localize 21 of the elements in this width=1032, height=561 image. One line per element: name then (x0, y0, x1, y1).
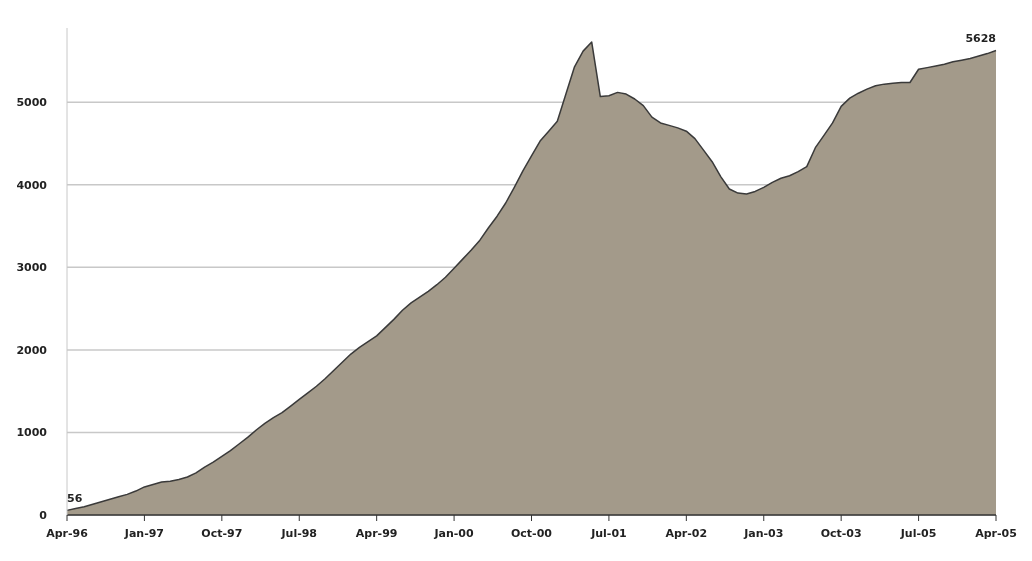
data-label: 56 (67, 492, 83, 506)
y-tick-label: 4000 (16, 178, 48, 192)
x-tick-label: Jul-01 (590, 527, 627, 540)
x-tick-label: Jan-03 (743, 527, 784, 540)
x-tick-label: Apr-02 (665, 527, 708, 540)
y-tick-label: 5000 (16, 96, 48, 110)
x-tick-label: Oct-03 (820, 527, 862, 540)
x-tick-label: Jan-00 (433, 527, 475, 540)
x-tick-label: Jan-97 (123, 527, 165, 540)
x-tick-label: Jul-98 (280, 527, 318, 540)
y-tick-label: 0 (39, 508, 48, 522)
x-tick-label: Apr-96 (46, 527, 89, 540)
x-tick-label: Oct-00 (510, 527, 553, 540)
x-tick-label: Apr-05 (975, 527, 1017, 540)
x-tick-label: Jul-05 (899, 527, 937, 540)
y-tick-label: 3000 (16, 261, 48, 275)
x-tick-label: Oct-97 (201, 527, 243, 540)
y-tick-label: 1000 (16, 426, 48, 440)
x-tick-label: Apr-99 (355, 527, 398, 540)
y-tick-label: 2000 (16, 343, 48, 357)
data-label: 5628 (965, 32, 996, 46)
